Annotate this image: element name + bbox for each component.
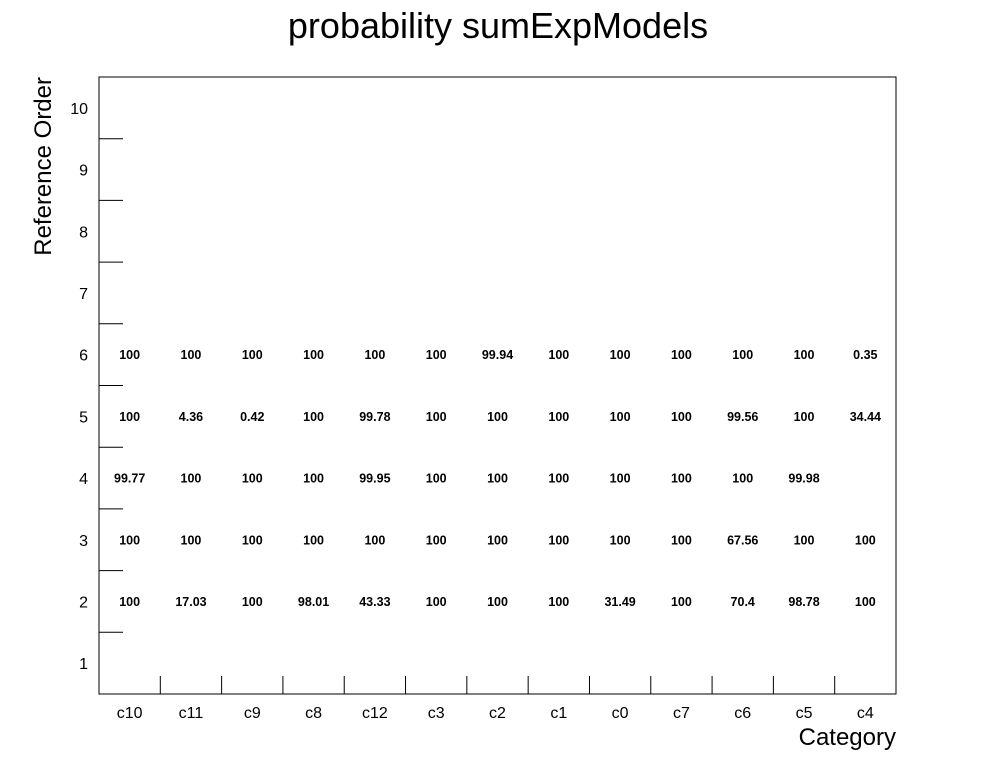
cell-value-label: 100 [364, 348, 385, 362]
cell-value-label: 100 [548, 410, 569, 424]
cell-value-label: 100 [303, 533, 324, 547]
x-axis-title: Category [799, 724, 896, 751]
x-tick-label: c1 [550, 705, 567, 722]
x-tick-label: c3 [428, 705, 445, 722]
cell-value-label: 17.03 [175, 595, 206, 609]
y-tick-label: 8 [79, 224, 88, 241]
y-axis: 1 2 3 4 5 6 7 8 9 10 [70, 101, 123, 673]
cell-value-label: 100 [487, 410, 508, 424]
cell-value-label: 100 [855, 595, 876, 609]
cell-value-label: 100 [242, 348, 263, 362]
cell-value-label: 100 [181, 472, 202, 486]
cell-value-label: 31.49 [604, 595, 635, 609]
cell-value-label: 100 [119, 533, 140, 547]
y-tick-label: 4 [79, 471, 88, 488]
cell-value-label: 100 [732, 472, 753, 486]
cell-value-label: 100 [610, 410, 631, 424]
cell-value-label: 100 [119, 595, 140, 609]
cell-value-label: 100 [610, 533, 631, 547]
cell-value-label: 70.4 [731, 595, 755, 609]
cell-value-label: 100 [242, 472, 263, 486]
cell-value-label: 67.56 [727, 533, 758, 547]
cell-value-label: 100 [426, 533, 447, 547]
x-axis: c10 c11 c9 c8 c12 c3 c2 c1 c0 c7 c6 c5 c4 [117, 676, 874, 722]
cell-value-label: 34.44 [850, 410, 881, 424]
x-tick-label: c12 [362, 705, 388, 722]
cell-value-label: 100 [732, 348, 753, 362]
x-tick-label: c7 [673, 705, 690, 722]
cell-value-label: 99.78 [359, 410, 390, 424]
cell-value-label: 100 [548, 472, 569, 486]
cell-value-label: 100 [487, 533, 508, 547]
cell-value-label: 0.42 [240, 410, 264, 424]
cell-value-label: 100 [119, 348, 140, 362]
cell-value-label: 99.94 [482, 348, 513, 362]
cell-value-label: 100 [303, 472, 324, 486]
cell-labels: 100 17.03 100 98.01 43.33 100 100 100 31.49 100 70… [114, 348, 881, 609]
cell-value-label: 0.35 [853, 348, 877, 362]
cell-value-label: 100 [119, 410, 140, 424]
x-tick-label: c4 [857, 705, 874, 722]
cell-value-label: 99.98 [788, 472, 819, 486]
y-tick-label: 1 [79, 656, 88, 673]
cell-value-label: 100 [671, 533, 692, 547]
cell-value-label: 100 [487, 595, 508, 609]
cell-value-label: 100 [426, 410, 447, 424]
x-tick-label: c0 [612, 705, 629, 722]
cell-value-label: 100 [426, 595, 447, 609]
cell-value-label: 100 [671, 348, 692, 362]
cell-value-label: 100 [855, 533, 876, 547]
y-tick-label: 10 [70, 101, 88, 118]
cell-value-label: 99.56 [727, 410, 758, 424]
y-tick-label: 6 [79, 348, 88, 365]
cell-value-label: 100 [548, 533, 569, 547]
x-tick-label: c11 [179, 705, 204, 722]
cell-value-label: 100 [794, 410, 815, 424]
cell-value-label: 100 [181, 533, 202, 547]
cell-value-label: 100 [242, 533, 263, 547]
y-tick-label: 9 [79, 163, 88, 180]
x-tick-label: c5 [796, 705, 813, 722]
cell-value-label: 100 [426, 472, 447, 486]
cell-value-label: 4.36 [179, 410, 203, 424]
x-tick-label: c6 [734, 705, 751, 722]
y-tick-label: 7 [79, 286, 88, 303]
cell-value-label: 98.78 [788, 595, 819, 609]
cell-value-label: 100 [426, 348, 447, 362]
cell-value-label: 43.33 [359, 595, 390, 609]
chart-title: probability sumExpModels [288, 5, 708, 46]
cell-value-label: 100 [794, 348, 815, 362]
x-tick-label: c9 [244, 705, 261, 722]
y-tick-label: 3 [79, 533, 88, 550]
cell-value-label: 100 [242, 595, 263, 609]
cell-value-label: 100 [610, 472, 631, 486]
y-tick-label: 5 [79, 409, 88, 426]
cell-value-label: 100 [671, 472, 692, 486]
cell-value-label: 99.77 [114, 472, 145, 486]
cell-value-label: 98.01 [298, 595, 329, 609]
cell-value-label: 100 [303, 410, 324, 424]
y-axis-title: Reference Order [30, 77, 57, 256]
cell-value-label: 99.95 [359, 472, 390, 486]
cell-value-label: 100 [548, 348, 569, 362]
x-tick-label: c10 [117, 705, 143, 722]
cell-value-label: 100 [794, 533, 815, 547]
y-tick-label: 2 [79, 594, 88, 611]
x-tick-label: c8 [305, 705, 322, 722]
x-tick-label: c2 [489, 705, 506, 722]
cell-value-label: 100 [610, 348, 631, 362]
cell-value-label: 100 [487, 472, 508, 486]
cell-value-label: 100 [303, 348, 324, 362]
cell-value-label: 100 [364, 533, 385, 547]
cell-value-label: 100 [181, 348, 202, 362]
cell-value-label: 100 [671, 595, 692, 609]
cell-value-label: 100 [671, 410, 692, 424]
cell-value-label: 100 [548, 595, 569, 609]
